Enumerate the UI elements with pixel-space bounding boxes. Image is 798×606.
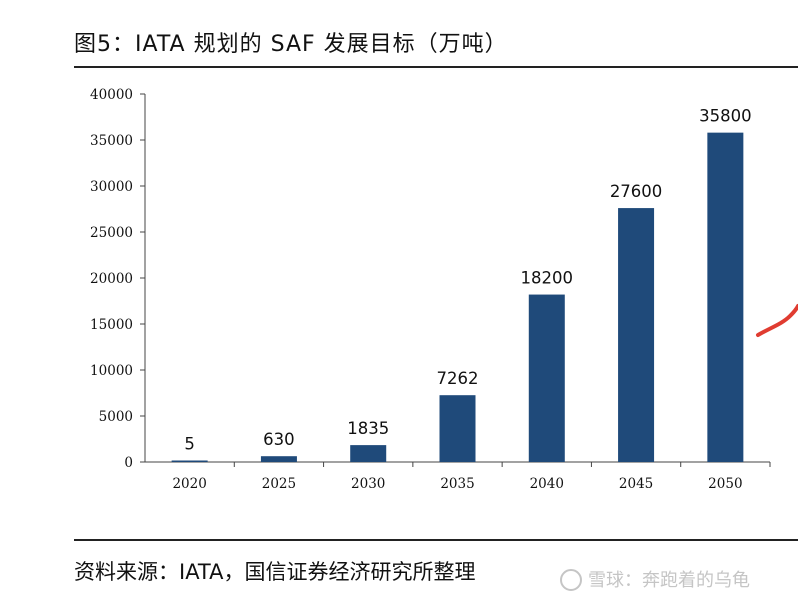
x-tick-label: 2040 [530,476,564,492]
top-rule [74,66,798,68]
x-tick-label: 2050 [708,476,742,492]
source-note: 资料来源：IATA，国信证券经济研究所整理 [74,560,476,584]
chart-title: 图5：IATA 规划的 SAF 发展目标（万吨） [74,32,508,57]
y-tick-label: 25000 [90,225,133,241]
bar [439,395,476,462]
y-tick-label: 30000 [90,179,133,195]
bottom-rule [74,539,798,541]
bar [260,456,297,462]
y-tick-label: 20000 [90,271,133,287]
data-label: 27600 [610,182,663,201]
y-tick-label: 10000 [90,363,133,379]
y-tick-label: 40000 [90,87,133,103]
y-tick-label: 5000 [99,409,133,425]
data-label: 7262 [437,369,479,388]
x-tick-label: 2035 [440,476,474,492]
annotation-stroke [756,304,798,337]
data-label: 18200 [521,269,574,288]
bar [171,460,208,462]
bar [528,294,565,462]
y-tick-label: 15000 [90,317,133,333]
watermark-text: 雪球：奔跑着的乌龟 [588,570,750,591]
data-label: 1835 [347,419,389,438]
bar [350,445,387,462]
snowball-icon [560,569,582,591]
x-tick-label: 2045 [619,476,653,492]
x-tick-label: 2025 [262,476,296,492]
bar [618,208,655,462]
bar-chart: 0 5000 10000 15000 20000 25000 30000 35000 40000… [90,87,798,492]
y-tick-label: 35000 [90,133,133,149]
data-label: 630 [263,430,295,449]
y-tick-label: 0 [124,455,133,471]
x-tick-label: 2030 [351,476,385,492]
data-label: 5 [184,435,195,454]
watermark: 雪球：奔跑着的乌龟 [560,566,750,592]
x-tick-label: 2020 [172,476,206,492]
bar [707,132,744,462]
data-label: 35800 [699,107,752,126]
